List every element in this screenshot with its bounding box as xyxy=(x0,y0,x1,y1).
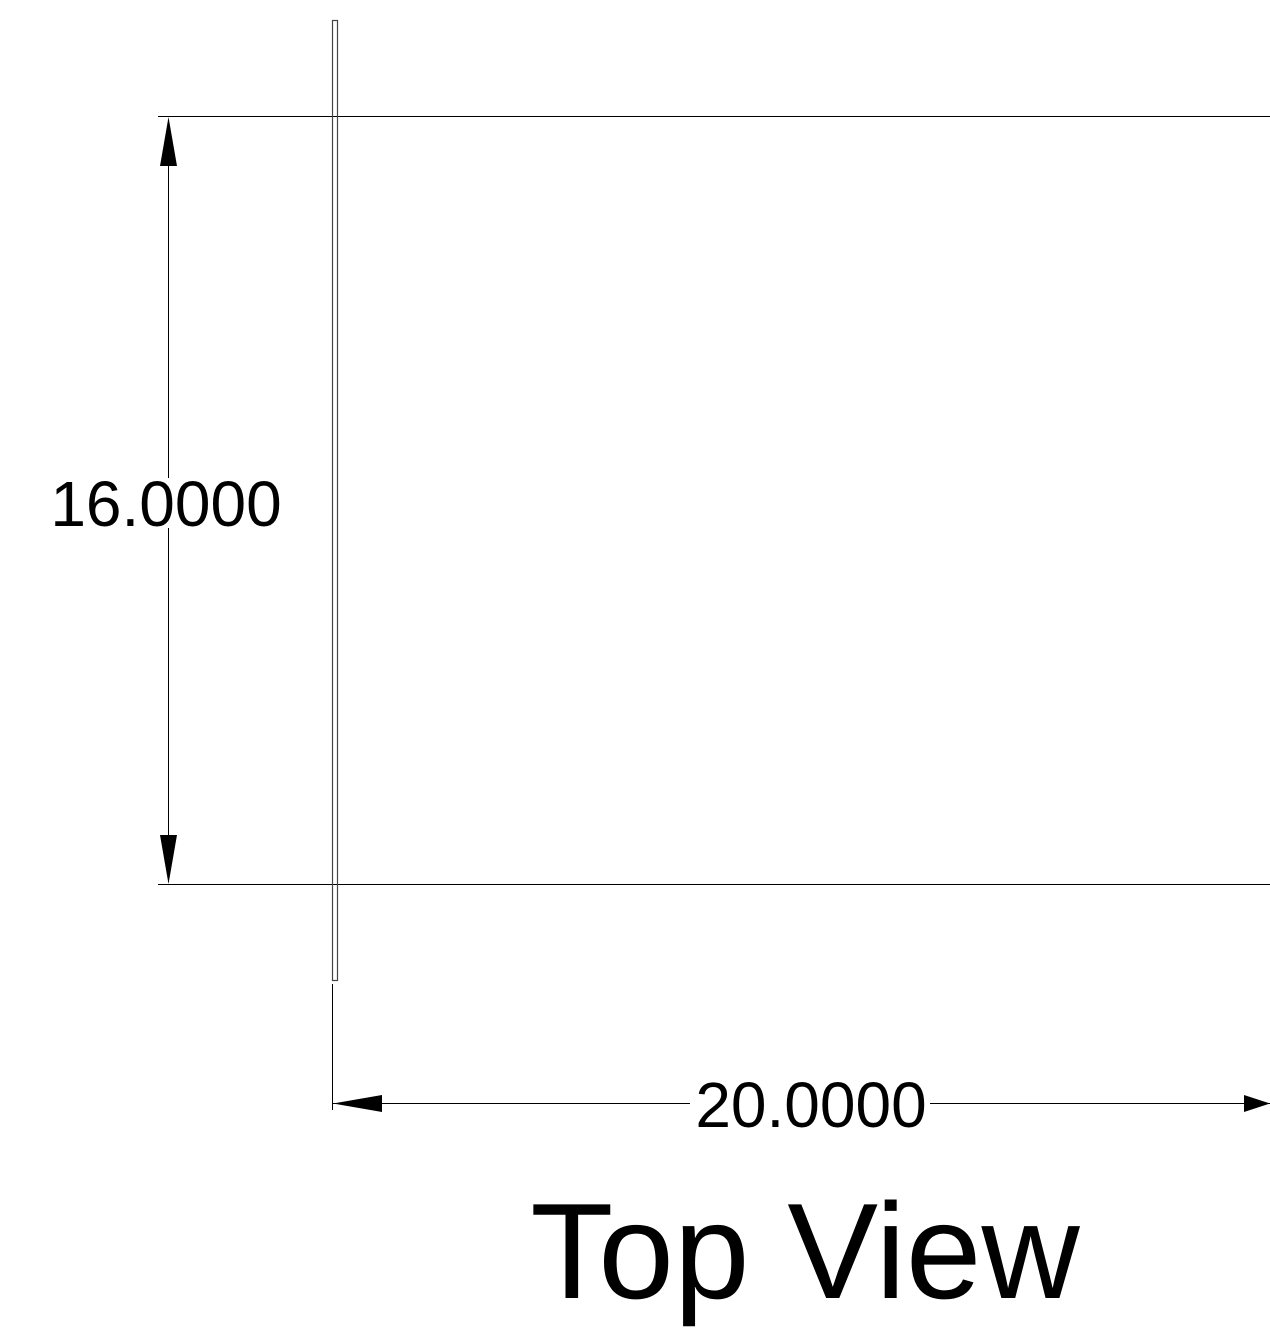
height-dimension-label: 16.0000 xyxy=(50,468,281,540)
width-arrow-right-icon xyxy=(1244,1095,1270,1112)
width-dimension: 20.0000 xyxy=(332,984,1270,1141)
height-arrow-down-icon xyxy=(160,835,177,884)
width-dimension-label: 20.0000 xyxy=(695,1069,926,1141)
left-plate xyxy=(331,19,339,982)
height-dimension: 16.0000 xyxy=(50,117,282,884)
part-outline xyxy=(158,19,1270,982)
height-arrow-up-icon xyxy=(160,117,177,166)
view-title: Top View xyxy=(530,1175,1080,1327)
width-arrow-left-icon xyxy=(333,1095,382,1112)
